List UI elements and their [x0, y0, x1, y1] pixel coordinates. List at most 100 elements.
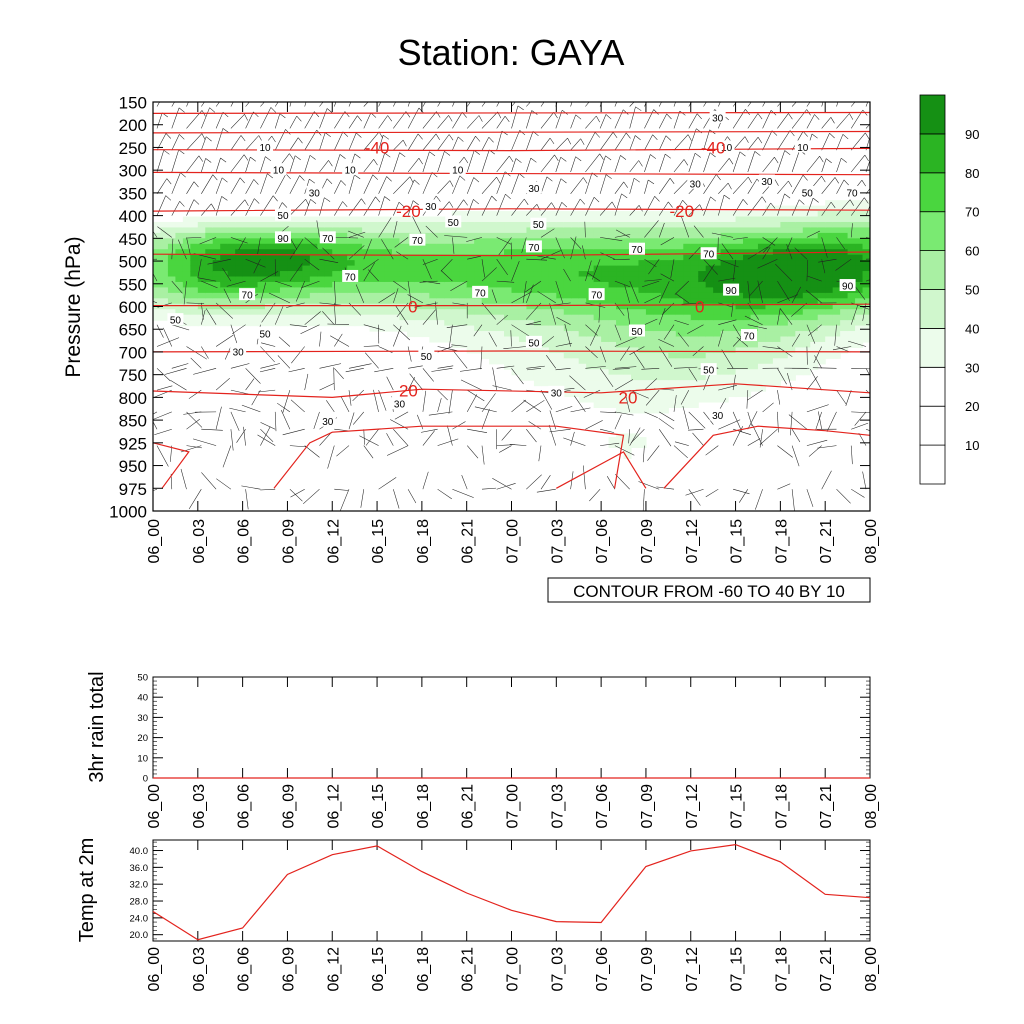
humidity-cell [459, 341, 468, 348]
humidity-cell [287, 221, 296, 229]
humidity-label-bg [628, 242, 645, 255]
humidity-cell [631, 385, 640, 392]
humidity-cell [399, 303, 408, 310]
wind-barb [865, 428, 870, 431]
humidity-cell [504, 331, 513, 338]
wind-barb [348, 198, 366, 216]
wind-barb [585, 132, 601, 151]
humidity-label-bg [723, 283, 740, 296]
humidity-cell [377, 238, 386, 245]
humidity-cell [765, 249, 774, 256]
humidity-cell [354, 298, 363, 305]
humidity-cell [526, 254, 535, 261]
humidity-label-bg [409, 233, 426, 246]
humidity-cell [332, 249, 341, 256]
humidity-cell [825, 298, 834, 305]
humidity-cell [182, 309, 191, 316]
humidity-cell [250, 243, 259, 250]
humidity-cell [698, 287, 707, 294]
wind-barb [583, 465, 586, 490]
wind-barb [755, 489, 763, 510]
humidity-cell [713, 281, 722, 289]
humidity-cell [787, 238, 796, 245]
humidity-cell [601, 281, 610, 289]
humidity-cell [556, 363, 565, 370]
temp-series-line [152, 843, 871, 941]
humidity-cell [743, 227, 752, 234]
humidity-cell [459, 336, 468, 343]
humidity-cell [780, 221, 789, 229]
humidity-cell [787, 298, 796, 305]
humidity-cell [675, 347, 684, 354]
wind-barb [614, 234, 631, 238]
humidity-cell [459, 298, 468, 305]
humidity-cell [690, 249, 699, 256]
wind-barb [599, 346, 607, 363]
wind-barb [260, 426, 271, 446]
humidity-cell [631, 380, 640, 387]
wind-barb [452, 102, 455, 107]
time-tick-label: 07_00 [505, 519, 522, 564]
humidity-cell [578, 221, 587, 229]
wind-barb [777, 280, 790, 301]
humidity-cell [369, 276, 378, 283]
humidity-cell [354, 309, 363, 316]
humidity-cell [847, 309, 856, 316]
humidity-cell [481, 227, 490, 234]
wind-barb [775, 263, 793, 282]
colorbar-swatch [919, 366, 946, 407]
humidity-cell [698, 303, 707, 310]
humidity-cell [242, 221, 251, 229]
wind-barb [201, 102, 205, 107]
humidity-cell [750, 271, 759, 278]
humidity-cell [653, 401, 662, 408]
humidity-cell [631, 358, 640, 365]
wind-barb [153, 488, 158, 491]
wind-barb [417, 414, 424, 430]
humidity-cell [563, 211, 572, 218]
humidity-cell [832, 216, 841, 223]
wind-barb [526, 320, 541, 325]
humidity-cell [586, 391, 595, 398]
humidity-cell [668, 260, 677, 267]
humidity-cell [660, 303, 669, 310]
wind-barb [327, 445, 335, 469]
wind-barb [499, 445, 512, 453]
humidity-cell [713, 380, 722, 387]
humidity-cell [802, 320, 811, 327]
humidity-cell [533, 358, 542, 365]
humidity-cell [832, 254, 841, 261]
humidity-cell [578, 216, 587, 223]
wind-barb [540, 176, 553, 194]
humidity-cell [705, 380, 714, 387]
wind-barb [348, 390, 352, 406]
humidity-cell [496, 347, 505, 354]
humidity-cell [399, 254, 408, 261]
wind-barb [744, 315, 763, 325]
humidity-cell [623, 385, 632, 392]
humidity-cell [705, 374, 714, 381]
humidity-cell [526, 298, 535, 305]
humidity-cell [810, 336, 819, 343]
humidity-cell [683, 331, 692, 338]
humidity-cell [421, 221, 430, 229]
humidity-cell [466, 314, 475, 321]
humidity-cell [631, 440, 640, 448]
humidity-cell [571, 341, 580, 348]
humidity-cell [631, 216, 640, 223]
humidity-cell [780, 292, 789, 299]
y-tick-label: 20.0 [130, 930, 149, 941]
humidity-cell [750, 276, 759, 283]
humidity-cell [287, 271, 296, 278]
humidity-cell [302, 303, 311, 310]
humidity-cell [728, 341, 737, 348]
wind-barb [481, 259, 485, 278]
humidity-cell [645, 391, 655, 398]
humidity-cell [810, 341, 819, 348]
temp-y-axis-label: Temp at 2m [76, 838, 98, 942]
humidity-cell [518, 314, 528, 321]
humidity-cell [772, 325, 781, 332]
wind-barb [644, 411, 658, 419]
humidity-cell [608, 401, 617, 408]
humidity-cell [601, 287, 610, 294]
